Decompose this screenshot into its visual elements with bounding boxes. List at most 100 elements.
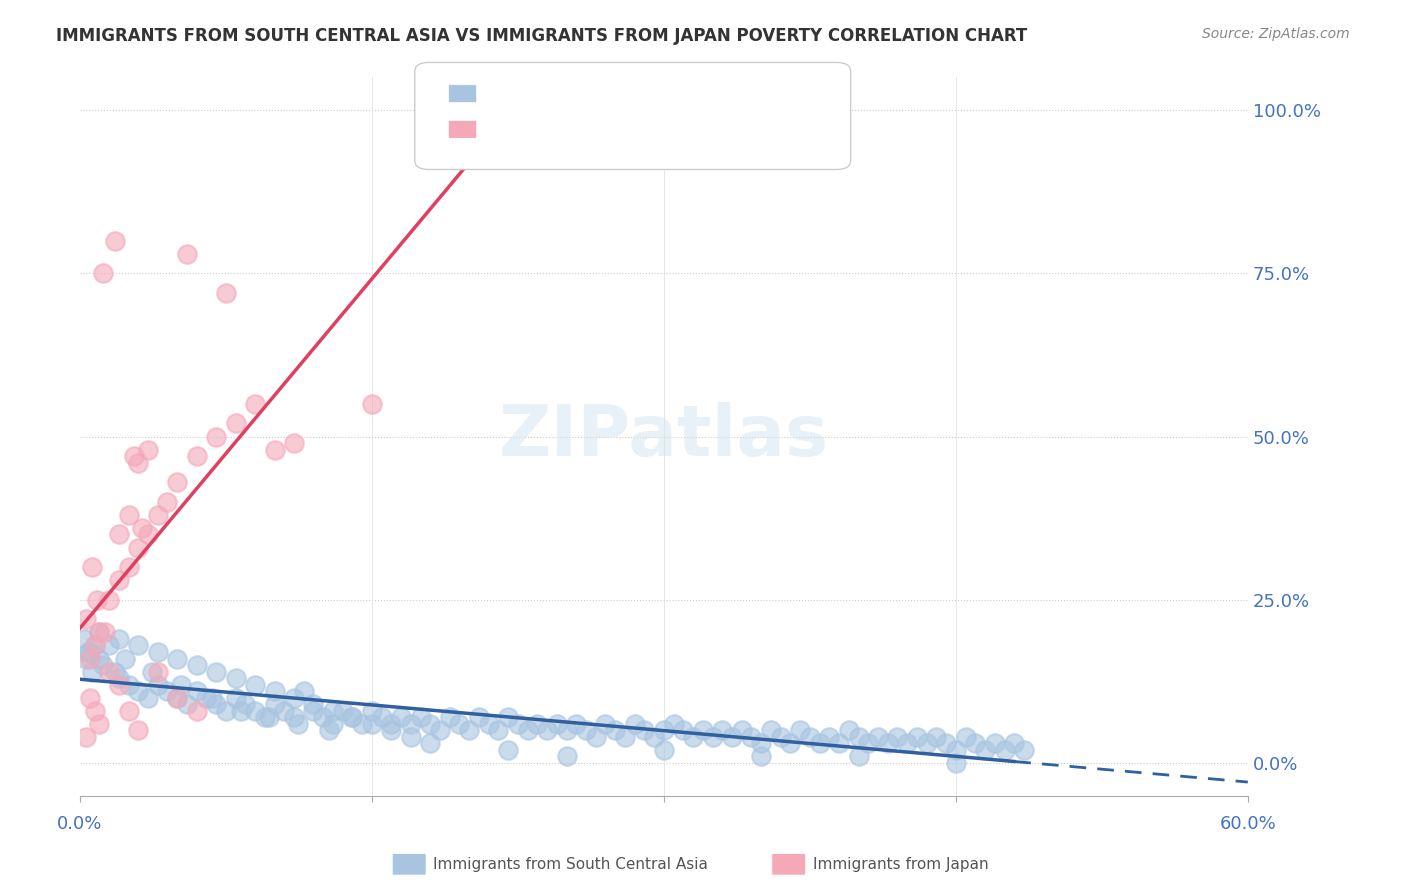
Point <box>257 710 280 724</box>
Point <box>759 723 782 738</box>
Point <box>974 743 997 757</box>
Point <box>166 651 188 665</box>
Point <box>1002 736 1025 750</box>
Point <box>848 749 870 764</box>
Point <box>876 736 898 750</box>
Point <box>993 743 1015 757</box>
Point <box>98 639 121 653</box>
Point <box>613 730 636 744</box>
Point <box>170 678 193 692</box>
Point <box>633 723 655 738</box>
Point <box>945 756 967 770</box>
Point <box>848 730 870 744</box>
Point <box>486 723 509 738</box>
Point <box>86 592 108 607</box>
Point <box>231 704 253 718</box>
Point <box>287 716 309 731</box>
Point <box>623 716 645 731</box>
Text: 60.0%: 60.0% <box>1219 815 1277 833</box>
Point <box>127 684 149 698</box>
Point <box>136 527 159 541</box>
Point <box>439 710 461 724</box>
Point <box>419 716 441 731</box>
Point <box>370 710 392 724</box>
Point <box>80 665 103 679</box>
Text: 0.808: 0.808 <box>540 120 592 138</box>
Text: 46: 46 <box>652 120 675 138</box>
Point <box>205 429 228 443</box>
Point <box>955 730 977 744</box>
Point <box>828 736 851 750</box>
Point <box>263 442 285 457</box>
Point <box>419 110 441 124</box>
Point <box>225 690 247 705</box>
Point <box>352 716 374 731</box>
Point <box>526 716 548 731</box>
Point <box>156 495 179 509</box>
Text: 0.0%: 0.0% <box>58 815 103 833</box>
Point <box>186 704 208 718</box>
Point <box>292 684 315 698</box>
Point <box>84 639 107 653</box>
Point <box>107 632 129 646</box>
Text: IMMIGRANTS FROM SOUTH CENTRAL ASIA VS IMMIGRANTS FROM JAPAN POVERTY CORRELATION : IMMIGRANTS FROM SOUTH CENTRAL ASIA VS IM… <box>56 27 1028 45</box>
Point <box>136 690 159 705</box>
Point <box>80 560 103 574</box>
Point <box>91 266 114 280</box>
Point <box>389 710 412 724</box>
Point <box>243 678 266 692</box>
Point <box>117 704 139 718</box>
Point <box>769 730 792 744</box>
Point <box>672 723 695 738</box>
Point <box>225 671 247 685</box>
Point <box>886 730 908 744</box>
Point <box>595 716 617 731</box>
Point <box>808 736 831 750</box>
Point <box>127 723 149 738</box>
Point <box>263 698 285 712</box>
Point <box>76 645 98 659</box>
Point <box>652 743 675 757</box>
Point <box>127 456 149 470</box>
Point <box>205 665 228 679</box>
Point <box>75 651 97 665</box>
Point <box>945 743 967 757</box>
Point <box>740 730 762 744</box>
Point <box>711 723 734 738</box>
Point <box>283 436 305 450</box>
Point <box>205 698 228 712</box>
Point <box>478 716 501 731</box>
Point <box>146 508 169 522</box>
Point <box>605 723 627 738</box>
Point <box>342 710 364 724</box>
Point <box>779 736 801 750</box>
Text: N =: N = <box>606 85 643 103</box>
Text: Immigrants from Japan: Immigrants from Japan <box>813 857 988 871</box>
Point <box>322 704 344 718</box>
Point <box>79 690 101 705</box>
Point <box>283 690 305 705</box>
Point <box>399 730 422 744</box>
Point <box>79 645 101 659</box>
Point <box>575 723 598 738</box>
Point <box>399 716 422 731</box>
Point <box>662 716 685 731</box>
Point <box>117 560 139 574</box>
Point <box>496 743 519 757</box>
Point <box>360 704 382 718</box>
Point <box>360 397 382 411</box>
Point <box>156 684 179 698</box>
Point <box>1012 743 1035 757</box>
Point <box>91 658 114 673</box>
Point <box>84 704 107 718</box>
Point <box>555 749 578 764</box>
Point <box>98 665 121 679</box>
Point <box>124 449 146 463</box>
Point <box>458 723 481 738</box>
Point <box>166 690 188 705</box>
Point <box>342 710 364 724</box>
Point <box>925 730 948 744</box>
Point <box>89 651 111 665</box>
Point <box>273 704 295 718</box>
Point <box>799 730 821 744</box>
